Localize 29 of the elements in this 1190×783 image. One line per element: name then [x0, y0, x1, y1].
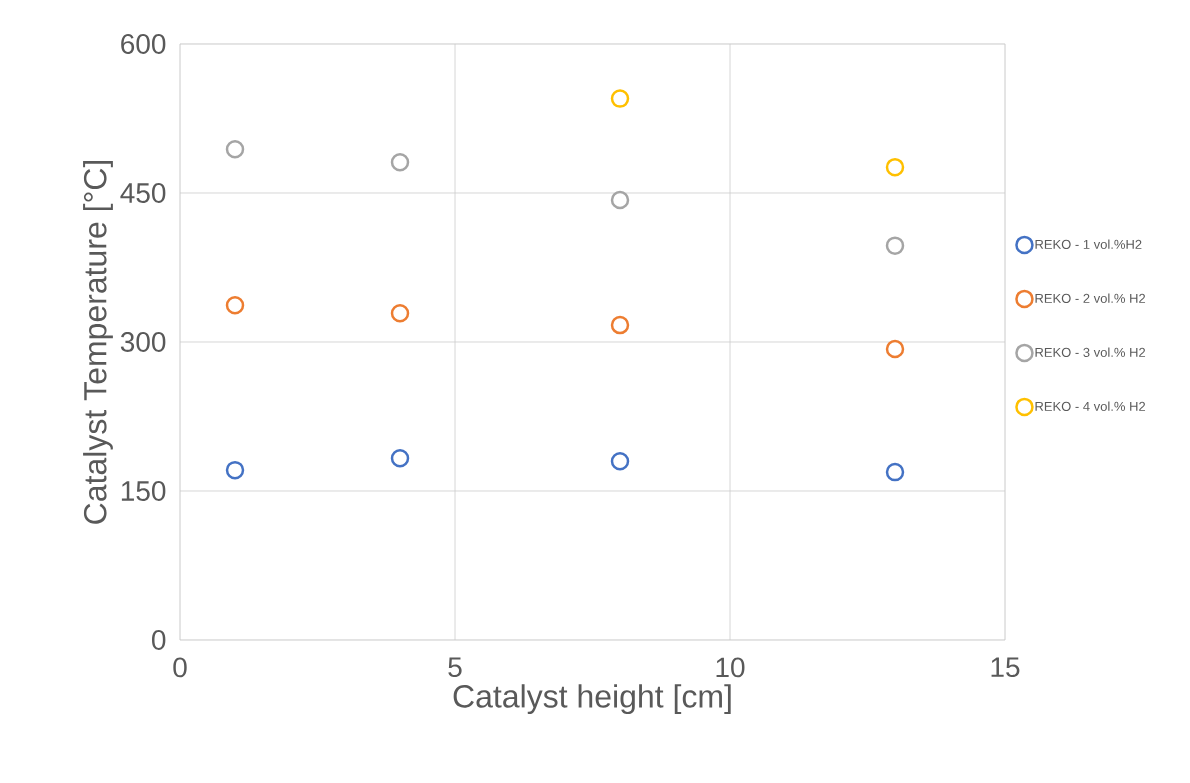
point	[885, 339, 905, 359]
x-tick-label: 0	[173, 657, 187, 678]
legend-label: REKO - 1 vol.%H2	[1035, 239, 1142, 249]
point	[610, 190, 630, 210]
y-tick-label: 300	[120, 332, 166, 352]
point	[610, 315, 630, 335]
point	[885, 236, 905, 255]
y-axis-title: Catalyst Temperature [°C]	[83, 160, 113, 524]
point	[885, 462, 905, 482]
point	[225, 140, 245, 159]
x-tick-label: 15	[991, 657, 1020, 678]
point	[390, 303, 410, 323]
x-tick-label: 5	[448, 657, 462, 678]
point	[885, 157, 905, 177]
y-tick-label: 600	[121, 34, 166, 54]
legend-label: REKO - 2 vol.% H2	[1035, 293, 1146, 303]
point	[610, 89, 630, 108]
x-tick-label: 10	[716, 657, 745, 678]
y-tick-label: 450	[120, 183, 166, 203]
y-tick-label: 150	[121, 481, 166, 501]
point	[225, 295, 245, 315]
legend-label: REKO - 4 vol.% H2	[1035, 401, 1146, 411]
x-axis-title: Catalyst height [cm]	[453, 684, 731, 715]
point	[390, 448, 410, 468]
point	[610, 451, 630, 471]
legend-label: REKO - 3 vol.% H2	[1035, 347, 1146, 357]
point	[390, 152, 410, 172]
point	[225, 460, 245, 480]
y-tick-label: 0	[152, 630, 166, 650]
